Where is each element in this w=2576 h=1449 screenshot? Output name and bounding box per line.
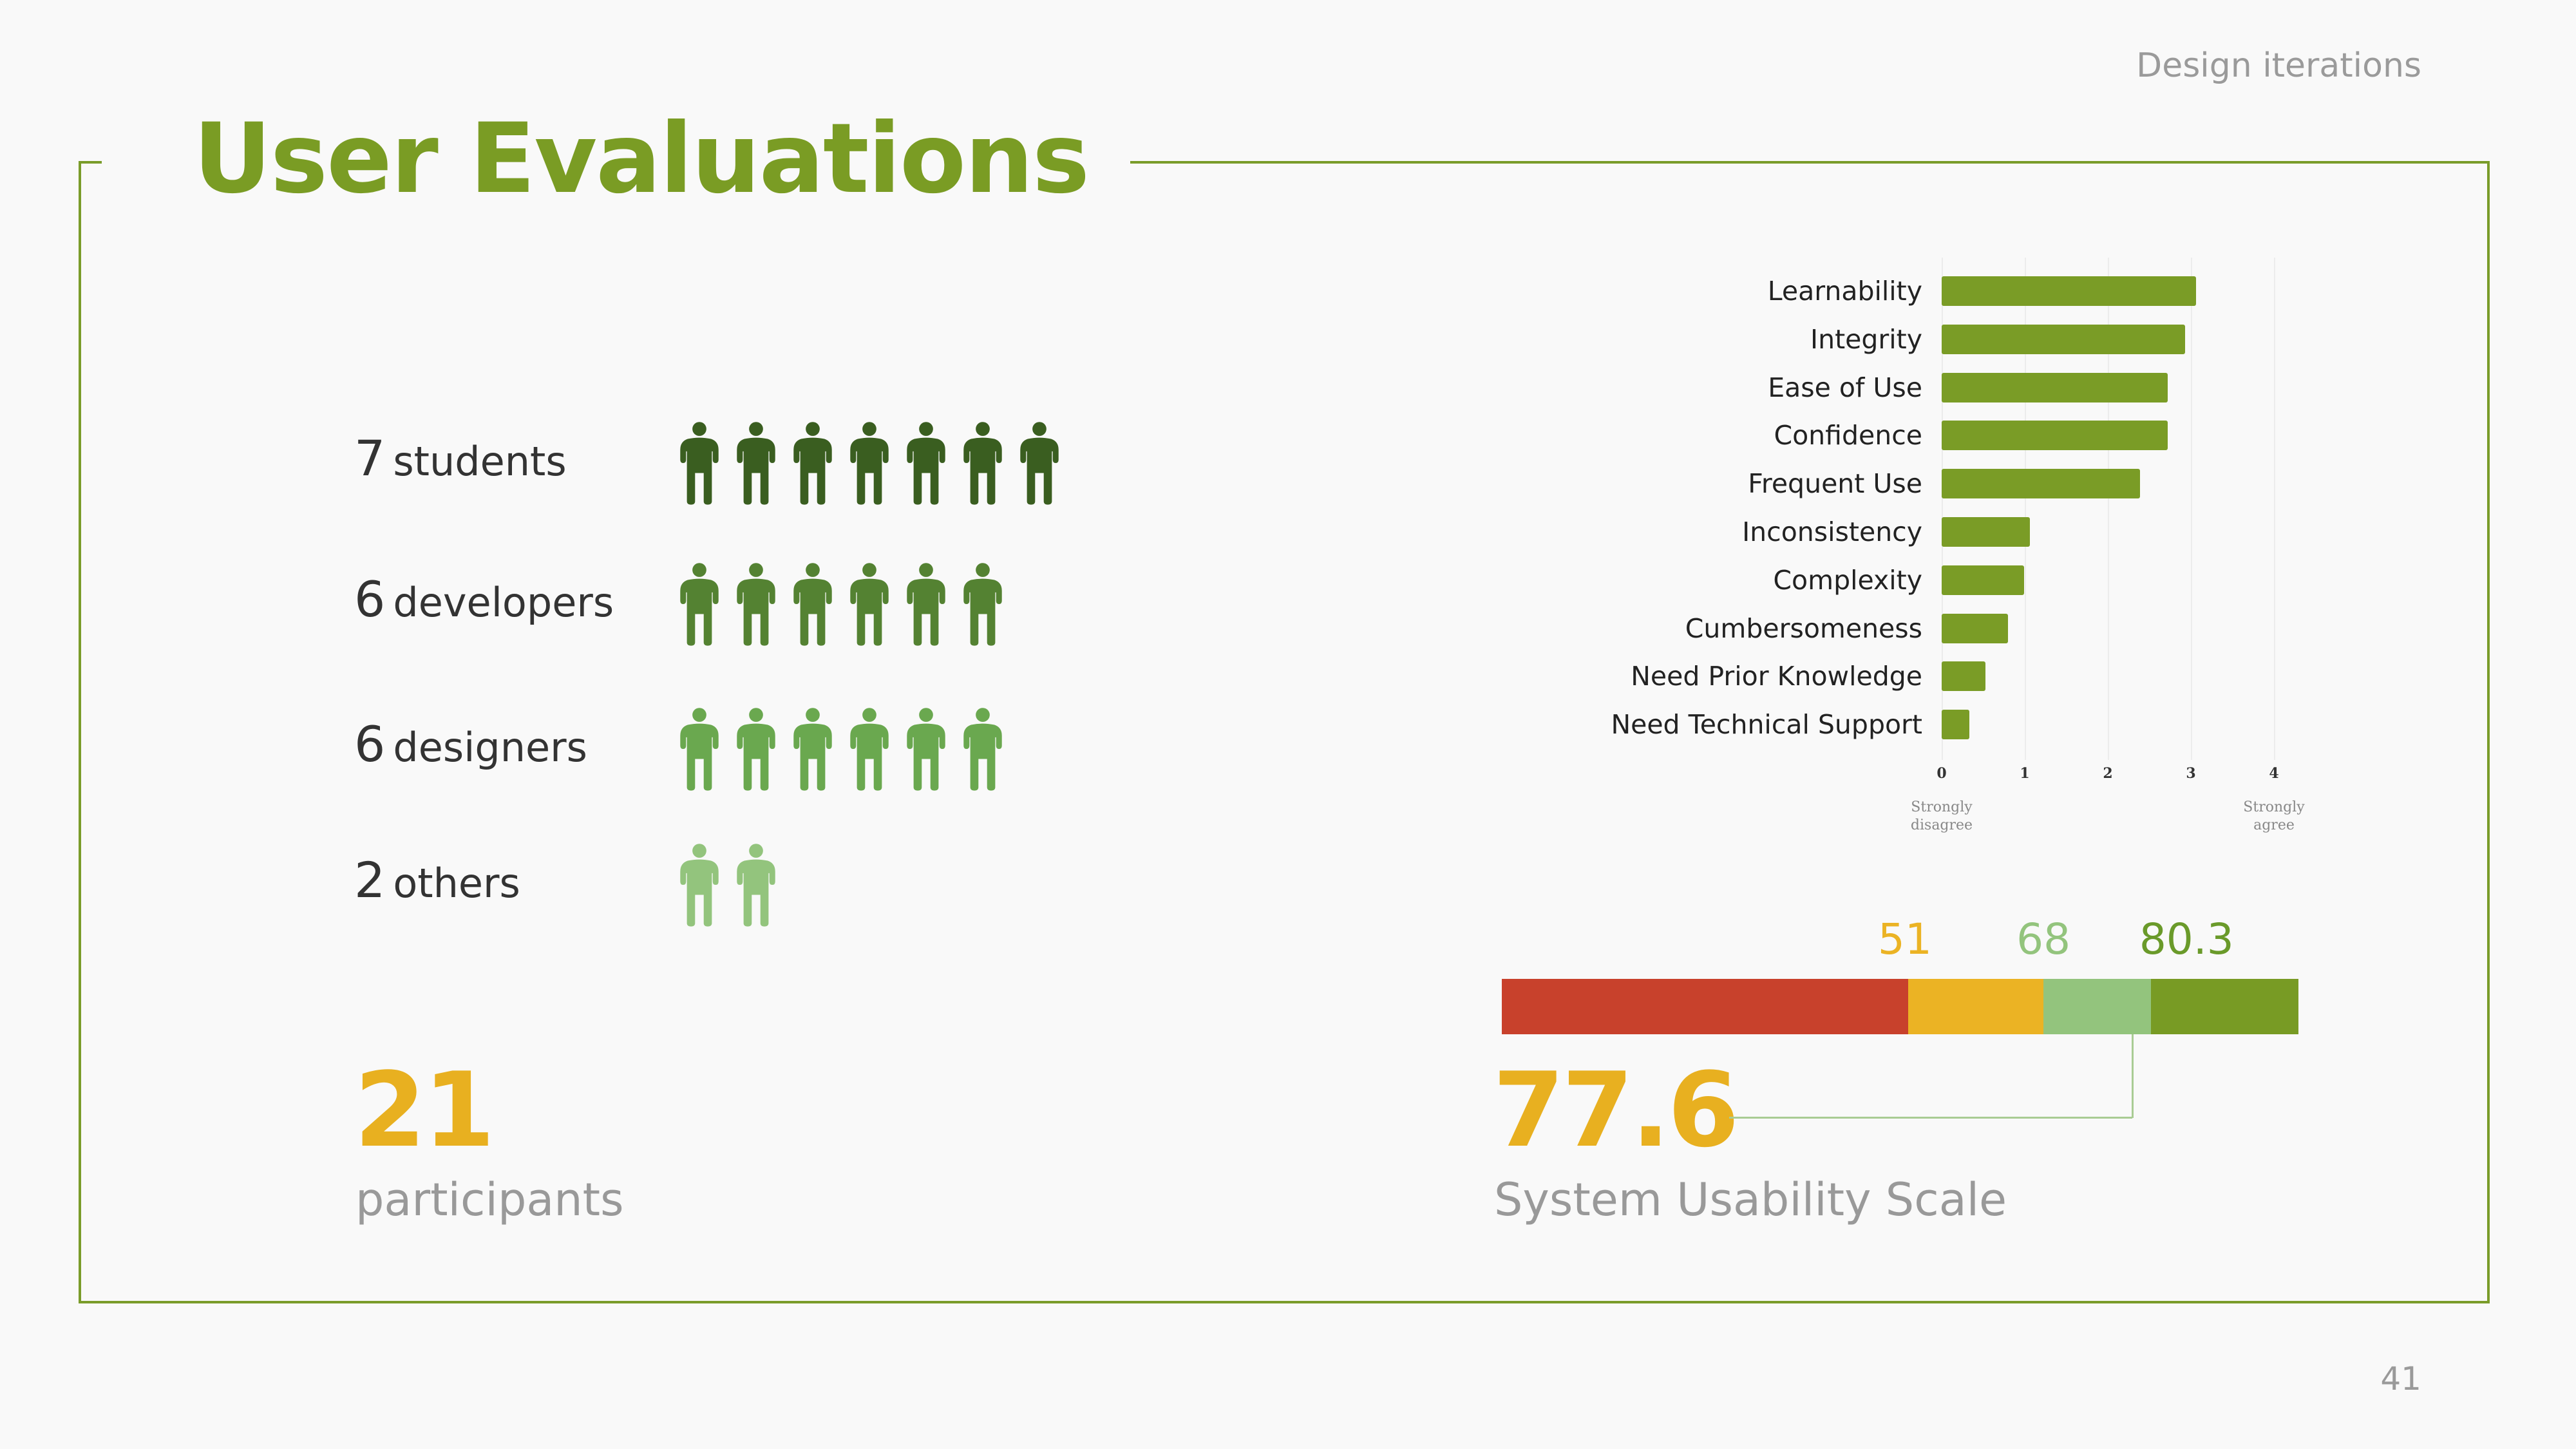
group-name: designers bbox=[393, 724, 587, 771]
bar-label: Learnability bbox=[1767, 276, 1922, 307]
sus-connector-line bbox=[2132, 1034, 2134, 1118]
sus-segment bbox=[1502, 979, 1908, 1034]
person-icon bbox=[680, 708, 719, 791]
x-tick-label: 4 bbox=[2269, 765, 2279, 782]
bar bbox=[1942, 276, 2196, 306]
bar bbox=[1942, 710, 1969, 740]
sus-score: 77.6 bbox=[1493, 1050, 1739, 1170]
x-tick-label: 0 bbox=[1937, 765, 1947, 782]
bar-label: Need Technical Support bbox=[1611, 709, 1922, 741]
bar-label: Frequent Use bbox=[1748, 468, 1922, 500]
gridline bbox=[2108, 258, 2109, 760]
sus-segment bbox=[2043, 979, 2152, 1034]
person-icon bbox=[793, 708, 832, 791]
group-count: 6 bbox=[354, 715, 386, 773]
axis-end-label-min: Strongly disagree bbox=[1910, 799, 1973, 833]
bar bbox=[1942, 661, 1986, 692]
group-count: 6 bbox=[354, 571, 386, 628]
person-icon bbox=[680, 844, 719, 927]
sus-connector-line bbox=[1729, 1117, 2132, 1119]
person-icon bbox=[680, 422, 719, 505]
bar bbox=[1942, 421, 2168, 451]
gridline bbox=[2191, 258, 2192, 760]
group-name: developers bbox=[393, 579, 614, 626]
person-icon bbox=[963, 563, 1002, 646]
person-icon bbox=[737, 563, 775, 646]
gridline bbox=[1942, 258, 1943, 760]
person-icon bbox=[793, 563, 832, 646]
gridline bbox=[2025, 258, 2026, 760]
person-icon bbox=[907, 708, 945, 791]
person-icon bbox=[793, 422, 832, 505]
person-icon bbox=[850, 708, 889, 791]
bar-label: Cumbersomeness bbox=[1685, 612, 1922, 644]
group-label: 7 students bbox=[354, 430, 567, 487]
bar-label: Need Prior Knowledge bbox=[1631, 661, 1922, 692]
bar bbox=[1942, 469, 2141, 499]
bar-label: Integrity bbox=[1810, 323, 1922, 355]
gridline bbox=[2274, 258, 2275, 760]
person-icon bbox=[680, 563, 719, 646]
frame-top-border bbox=[1130, 161, 2490, 164]
group-label: 6 developers bbox=[354, 571, 614, 628]
person-icon bbox=[850, 422, 889, 505]
group-name: others bbox=[393, 860, 520, 907]
person-icon bbox=[1020, 422, 1059, 505]
sus-threshold-label: 80.3 bbox=[2139, 914, 2234, 964]
sus-threshold-label: 68 bbox=[2016, 914, 2071, 964]
participants-label: participants bbox=[355, 1173, 624, 1226]
frame-bottom-border bbox=[79, 1301, 2490, 1303]
person-icon bbox=[737, 708, 775, 791]
person-icon bbox=[963, 422, 1002, 505]
bar-label: Complexity bbox=[1773, 564, 1922, 596]
person-icon bbox=[963, 708, 1002, 791]
sus-threshold-label: 51 bbox=[1877, 914, 1932, 964]
sus-label: System Usability Scale bbox=[1494, 1173, 2007, 1226]
page-number: 41 bbox=[2380, 1360, 2421, 1397]
section-label: Design iterations bbox=[2136, 46, 2421, 85]
group-count: 2 bbox=[354, 851, 386, 909]
group-label: 6 designers bbox=[354, 715, 587, 773]
person-icon bbox=[907, 563, 945, 646]
participants-count: 21 bbox=[354, 1050, 495, 1170]
bar bbox=[1942, 517, 2030, 547]
frame-top-border bbox=[79, 161, 102, 164]
group-label: 2 others bbox=[354, 851, 520, 909]
group-icons bbox=[679, 421, 1059, 505]
bar-label: Confidence bbox=[1774, 420, 1922, 451]
frame-left-border bbox=[79, 161, 81, 1303]
bar bbox=[1942, 324, 2185, 354]
person-icon bbox=[737, 844, 775, 927]
bar bbox=[1942, 613, 2009, 643]
bar-label: Ease of Use bbox=[1768, 372, 1922, 403]
x-tick-label: 1 bbox=[2020, 765, 2030, 782]
person-icon bbox=[850, 563, 889, 646]
group-icons bbox=[679, 562, 1003, 646]
page-title: User Evaluations bbox=[193, 103, 1090, 215]
x-tick-label: 2 bbox=[2103, 765, 2113, 782]
sus-scale-bar bbox=[1502, 979, 2298, 1034]
person-icon bbox=[907, 422, 945, 505]
x-tick-label: 3 bbox=[2186, 765, 2196, 782]
group-count: 7 bbox=[354, 430, 386, 487]
frame-right-border bbox=[2487, 161, 2490, 1303]
bar bbox=[1942, 565, 2024, 595]
bar-label: Inconsistency bbox=[1742, 516, 1922, 547]
group-icons bbox=[679, 843, 776, 927]
sus-segment bbox=[1908, 979, 2044, 1034]
axis-end-label-max: Strongly agree bbox=[2243, 799, 2305, 833]
bar bbox=[1942, 372, 2168, 402]
group-icons bbox=[679, 707, 1003, 791]
group-name: students bbox=[393, 438, 567, 485]
sus-segment bbox=[2151, 979, 2298, 1034]
person-icon bbox=[737, 422, 775, 505]
